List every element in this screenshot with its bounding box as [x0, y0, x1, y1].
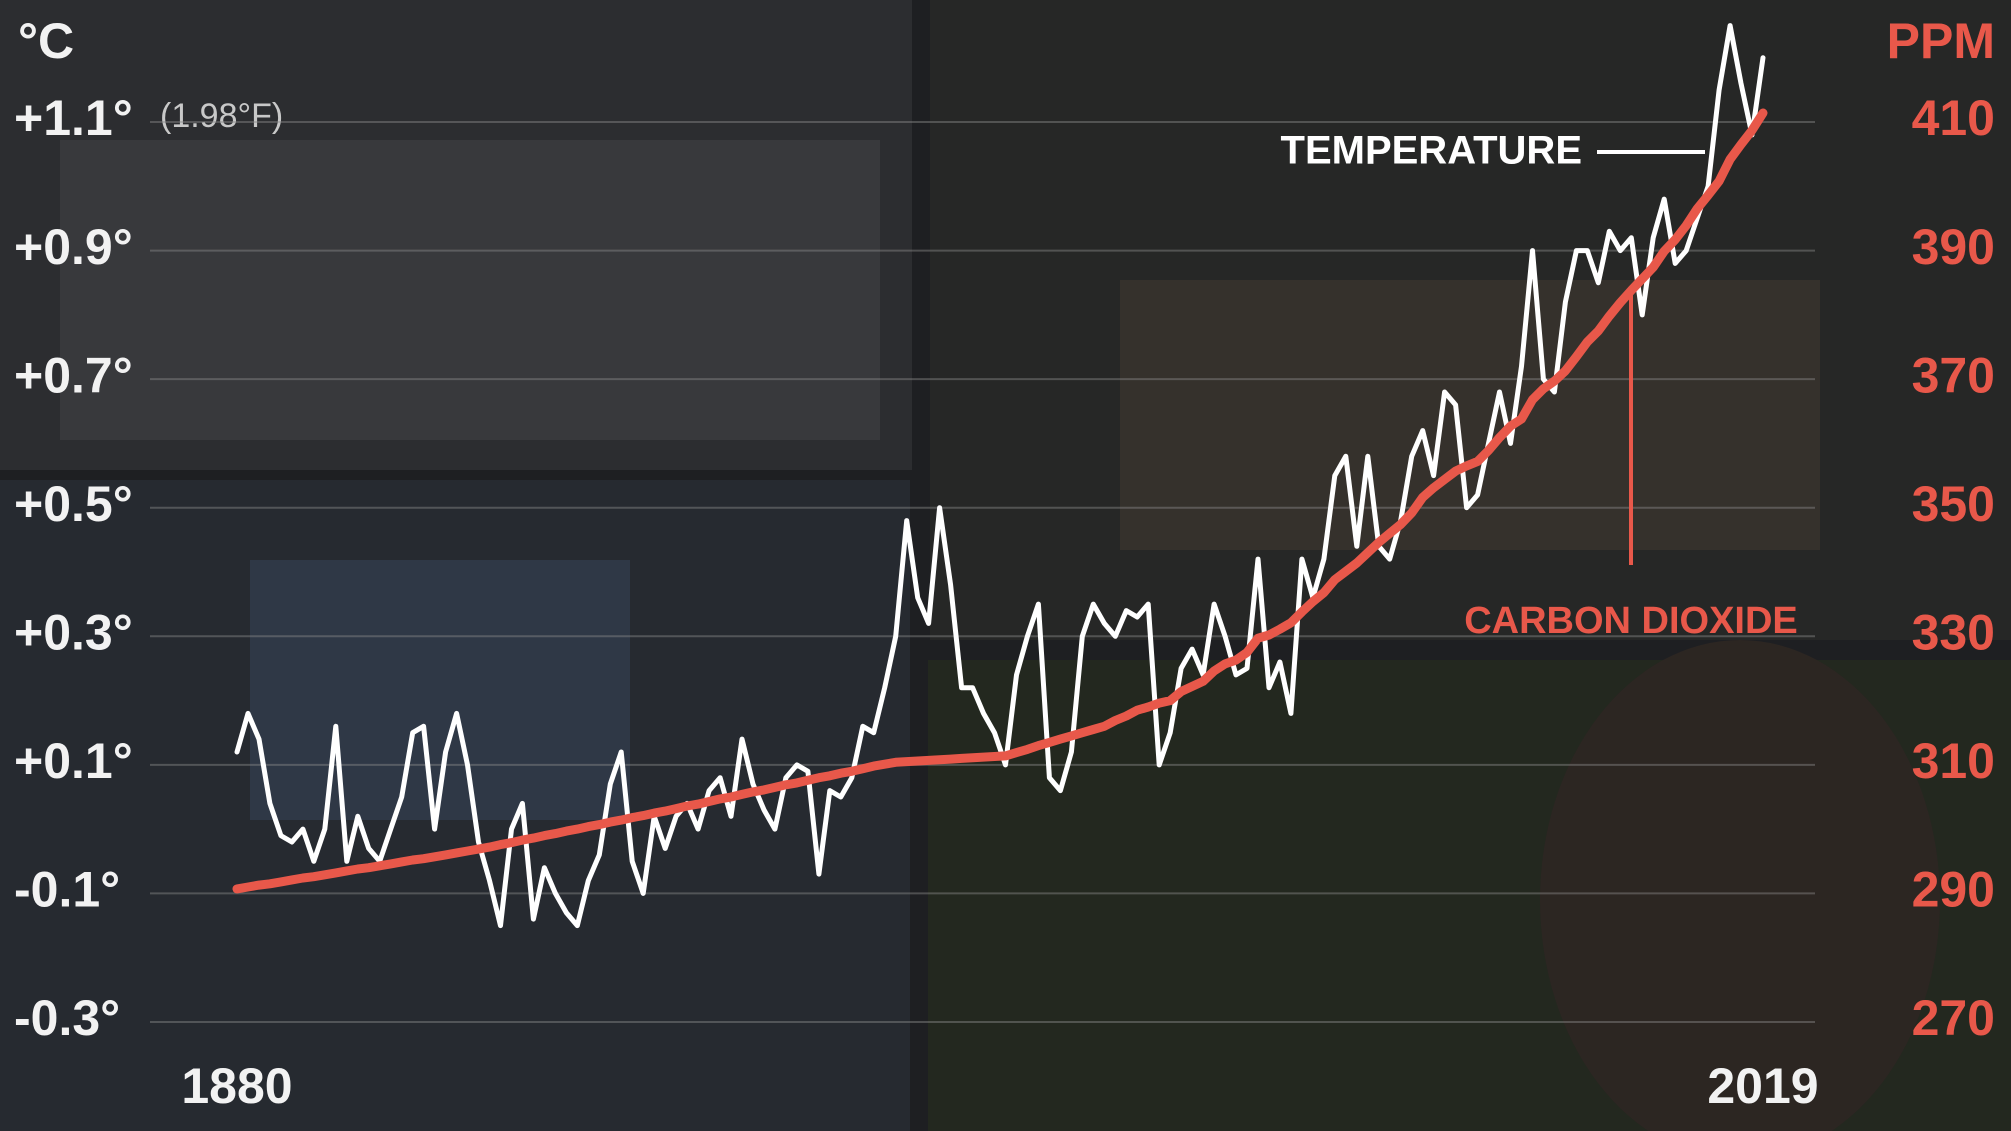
- y-tick-label: +0.7°: [14, 347, 133, 403]
- y2-axis-label: PPM: [1887, 13, 1995, 69]
- x-tick-label: 1880: [181, 1058, 292, 1114]
- y2-tick-label: 390: [1912, 219, 1995, 275]
- y2-tick-label: 350: [1912, 476, 1995, 532]
- y-tick-label: +0.3°: [14, 604, 133, 660]
- y-tick-label: -0.3°: [14, 990, 120, 1046]
- photo-boat: [1120, 280, 1820, 550]
- y2-tick-label: 410: [1912, 90, 1995, 146]
- y-tick-label: +1.1°: [14, 90, 133, 146]
- x-tick-label: 2019: [1707, 1058, 1818, 1114]
- photo-building: [60, 140, 880, 440]
- legend-label: TEMPERATURE: [1281, 129, 1582, 173]
- y2-tick-label: 290: [1912, 862, 1995, 918]
- y2-tick-label: 370: [1912, 347, 1995, 403]
- y-tick-label: +0.1°: [14, 733, 133, 789]
- y-tick-label: +0.9°: [14, 219, 133, 275]
- y2-tick-label: 310: [1912, 733, 1995, 789]
- y-tick-label: -0.1°: [14, 862, 120, 918]
- y2-tick-label: 330: [1912, 604, 1995, 660]
- y2-tick-label: 270: [1912, 990, 1995, 1046]
- y-axis-label: °C: [18, 13, 74, 69]
- legend-label: CARBON DIOXIDE: [1464, 600, 1798, 642]
- annotation: (1.98°F): [160, 97, 283, 135]
- y-tick-label: +0.5°: [14, 476, 133, 532]
- chart: °C PPM (1.98°F) -0.3° -0.1° +0.1° +0.3° +0.5…: [0, 0, 2011, 1131]
